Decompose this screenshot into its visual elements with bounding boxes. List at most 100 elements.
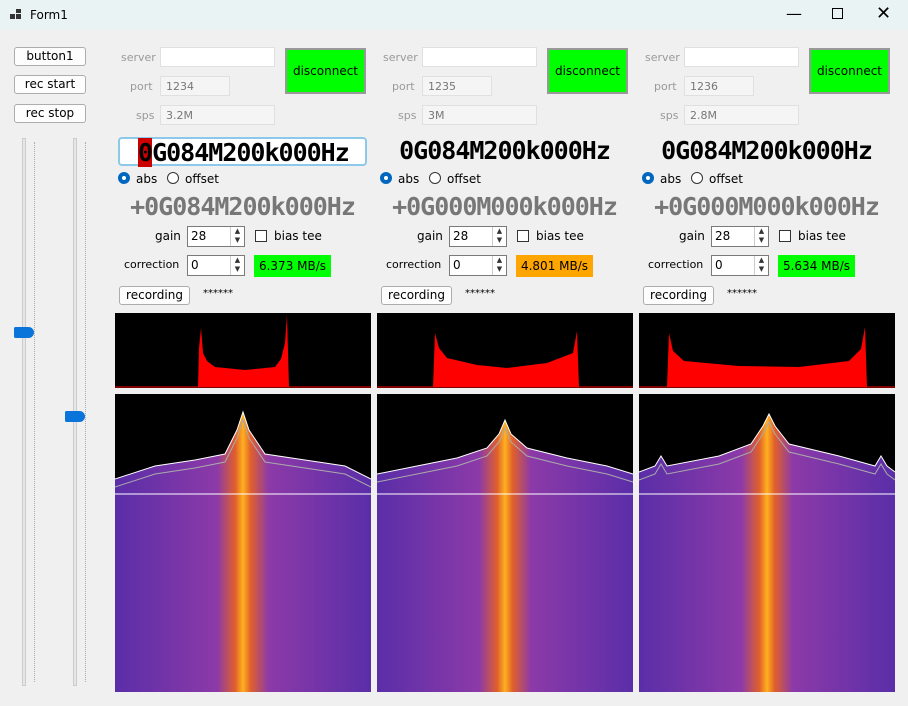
spinner[interactable]: ▲ ▼ [492,227,506,246]
window-title: Form1 [30,8,68,22]
frequency-display[interactable]: 0G084M200k000Hz [642,137,891,166]
waterfall-plot [376,418,634,692]
sidebar-button[interactable]: rec start [14,75,86,94]
sps-label: sps [136,109,155,122]
spectrum [377,313,633,388]
title-bar: Form1 — ✕ [0,0,908,30]
server-label: server [121,51,156,64]
correction-label: correction [124,258,180,271]
correction-label: correction [386,258,442,271]
abs-radio[interactable] [118,172,130,184]
abs-label: abs [398,172,420,186]
sps-label: sps [660,109,679,122]
correction-input[interactable]: 0 ▲ ▼ [711,255,769,276]
spinner[interactable]: ▲ ▼ [754,256,768,275]
bias-checkbox[interactable] [779,230,791,242]
abs-label: abs [660,172,682,186]
offset-frequency: +0G000M000k000Hz [392,192,618,221]
gain-input[interactable]: 28 ▲ ▼ [711,226,769,247]
port-label: port [392,80,415,93]
frequency-display[interactable]: 0G084M200k000Hz [118,137,367,167]
disconnect-button[interactable]: disconnect [809,48,890,94]
recording-button[interactable]: recording [381,286,452,305]
gain-input[interactable]: 28 ▲ ▼ [449,226,507,247]
status-text: ****** [727,288,757,299]
frequency-display[interactable]: 0G084M200k000Hz [380,137,629,166]
offset-label: offset [185,172,219,186]
spectrum-plot [377,331,633,388]
waterfall-plot [114,410,372,692]
sps-label: sps [398,109,417,122]
correction-input[interactable]: 0 ▲ ▼ [449,255,507,276]
gain-label: gain [417,229,443,243]
frequency-cursor: 0 [138,138,153,167]
bias-label: bias tee [536,229,584,243]
slider-tick-rail [85,142,86,682]
rate-display: 6.373 MB/s [254,255,331,277]
port-label: port [130,80,153,93]
abs-radio[interactable] [642,172,654,184]
abs-radio[interactable] [380,172,392,184]
frequency-text: 0G084M200k000Hz [399,136,611,165]
sps-input[interactable]: 3M [422,105,537,125]
bias-checkbox[interactable] [517,230,529,242]
slider-tick-rail [34,142,35,682]
port-input[interactable]: 1236 [684,76,754,96]
frequency-text: G084M200k000Hz [152,138,350,167]
spinner[interactable]: ▲ ▼ [492,256,506,275]
spinner[interactable]: ▲ ▼ [230,256,244,275]
sps-input[interactable]: 3.2M [160,105,275,125]
bias-checkbox[interactable] [255,230,267,242]
recording-button[interactable]: recording [119,286,190,305]
correction-input[interactable]: 0 ▲ ▼ [187,255,245,276]
spinner[interactable]: ▲ ▼ [754,227,768,246]
rate-display: 5.634 MB/s [778,255,855,277]
offset-radio[interactable] [691,172,703,184]
spinner[interactable]: ▲ ▼ [230,227,244,246]
offset-radio[interactable] [167,172,179,184]
waterfall [114,394,372,692]
bias-label: bias tee [798,229,846,243]
sidebar-button[interactable]: rec stop [14,104,86,123]
waterfall [638,394,896,692]
app-icon [10,9,21,19]
slider-track[interactable] [22,138,26,686]
spectrum [639,313,895,388]
offset-radio[interactable] [429,172,441,184]
offset-label: offset [709,172,743,186]
minimize[interactable]: — [786,4,802,23]
port-input[interactable]: 1234 [160,76,230,96]
server-input[interactable] [422,47,537,67]
close[interactable]: ✕ [876,3,892,24]
offset-label: offset [447,172,481,186]
disconnect-button[interactable]: disconnect [547,48,628,94]
abs-label: abs [136,172,158,186]
port-label: port [654,80,677,93]
status-text: ****** [465,288,495,299]
server-label: server [383,51,418,64]
spectrum [115,313,371,388]
offset-frequency: +0G000M000k000Hz [654,192,880,221]
rate-display: 4.801 MB/s [516,255,593,277]
spectrum-plot [639,327,895,388]
spectrum-plot [115,315,371,388]
recording-button[interactable]: recording [643,286,714,305]
correction-label: correction [648,258,704,271]
sps-input[interactable]: 2.8M [684,105,799,125]
server-input[interactable] [684,47,799,67]
server-input[interactable] [160,47,275,67]
offset-frequency: +0G084M200k000Hz [130,192,356,221]
slider-thumb[interactable] [65,411,85,422]
status-text: ****** [203,288,233,299]
bias-label: bias tee [274,229,322,243]
disconnect-button[interactable]: disconnect [285,48,366,94]
port-input[interactable]: 1235 [422,76,492,96]
sidebar-button[interactable]: button1 [14,47,86,66]
gain-input[interactable]: 28 ▲ ▼ [187,226,245,247]
maximize[interactable] [832,8,843,19]
frequency-text: 0G084M200k000Hz [661,136,873,165]
gain-label: gain [679,229,705,243]
gain-label: gain [155,229,181,243]
slider-thumb[interactable] [14,327,34,338]
